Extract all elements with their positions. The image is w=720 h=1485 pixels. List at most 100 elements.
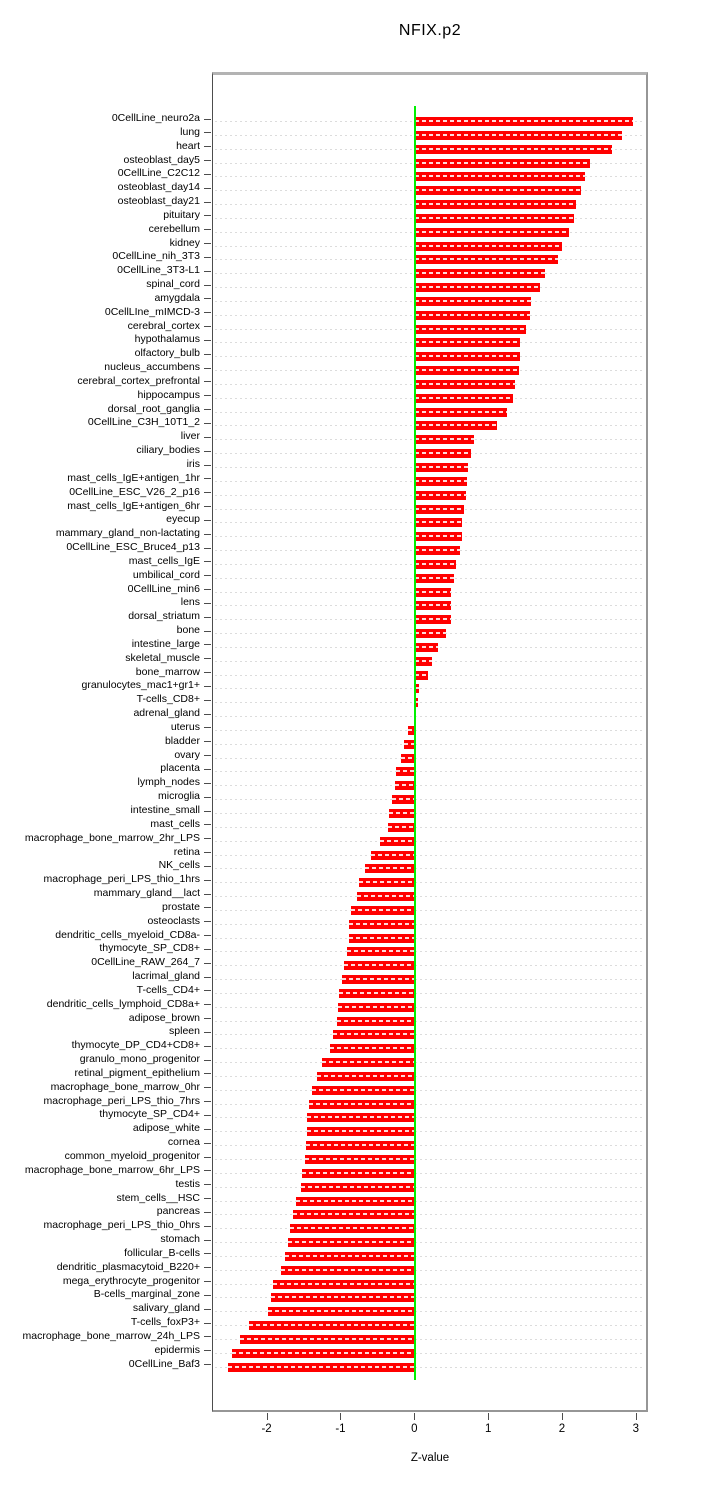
- bar-cerebellum: [415, 227, 569, 237]
- y-tick: [204, 533, 211, 535]
- bar-heart: [415, 144, 612, 154]
- gridline: [215, 992, 644, 994]
- category-label: spleen: [169, 1025, 200, 1038]
- category-label: mammary_gland__lact: [93, 887, 200, 900]
- category-label: macrophage_bone_marrow_6hr_LPS: [24, 1163, 200, 1176]
- bar-bone: [415, 629, 446, 639]
- category-label: 0CellLine_3T3-L1: [117, 264, 200, 277]
- category-label: thymocyte_SP_CD4+: [99, 1108, 200, 1121]
- bar-hatch: [348, 936, 416, 939]
- bar-0CellLine_ESC_Bruce4_p13: [415, 546, 461, 556]
- category-label: amygdala: [154, 291, 200, 304]
- y-tick: [204, 339, 211, 341]
- category-label: microglia: [157, 790, 200, 803]
- category-label: pancreas: [156, 1205, 200, 1218]
- gridline: [215, 1006, 644, 1008]
- category-label: T-cells_CD8+: [136, 693, 200, 706]
- bar-0CellLine_ESC_V26_2_p16: [415, 490, 467, 500]
- bar-hypothalamus: [415, 338, 521, 348]
- category-label: B-cells_marginal_zone: [93, 1288, 200, 1301]
- y-tick: [204, 173, 211, 175]
- bar-osteoclasts: [348, 919, 416, 929]
- y-tick: [204, 824, 211, 826]
- y-tick: [204, 1239, 211, 1241]
- bar-skeletal_muscle: [415, 656, 432, 666]
- gridline: [215, 951, 644, 953]
- category-label: ovary: [174, 748, 200, 761]
- bar-mast_cells_IgE: [415, 559, 456, 569]
- bar-hatch: [339, 991, 416, 994]
- gridline: [215, 1255, 644, 1257]
- x-tick-label: 3: [632, 1423, 640, 1435]
- y-tick: [204, 630, 211, 632]
- y-tick: [204, 616, 211, 618]
- gridline: [215, 1034, 644, 1036]
- category-label: 0CellLine_C2C12: [117, 167, 200, 180]
- bar-hatch: [415, 189, 582, 192]
- bar-hatch: [415, 438, 474, 441]
- plot-inner: [213, 75, 646, 1410]
- bar-retina: [370, 850, 416, 860]
- category-label: umbilical_cord: [132, 568, 200, 581]
- y-tick: [204, 1184, 211, 1186]
- bar-hatch: [330, 1047, 416, 1050]
- bar-0CellLIne_mIMCD-3: [415, 310, 530, 320]
- y-tick: [204, 326, 211, 328]
- category-label: T-cells_CD4+: [136, 983, 200, 996]
- y-tick: [204, 160, 211, 162]
- bar-hatch: [415, 479, 467, 482]
- gridline: [215, 1172, 644, 1174]
- y-tick: [204, 1031, 211, 1033]
- gridline: [215, 1311, 644, 1313]
- category-label: 0CellLine_C3H_10T1_2: [87, 416, 200, 429]
- x-tick: [414, 1413, 416, 1420]
- gridline: [215, 674, 644, 676]
- bar-hatch: [415, 120, 634, 122]
- category-label: salivary_gland: [132, 1302, 200, 1315]
- y-tick: [204, 907, 211, 909]
- gridline: [215, 1020, 644, 1022]
- gridline: [215, 729, 644, 731]
- bar-microglia: [392, 795, 416, 805]
- bar-hatch: [268, 1310, 416, 1313]
- bar-cerebral_cortex: [415, 324, 527, 334]
- x-tick-label: 0: [411, 1423, 418, 1435]
- category-label: hippocampus: [137, 388, 200, 401]
- bar-epidermis: [232, 1348, 416, 1358]
- y-tick: [204, 962, 211, 964]
- bar-pancreas: [293, 1210, 416, 1220]
- bar-hatch: [388, 812, 416, 814]
- bar-ovary: [401, 753, 416, 763]
- gridline: [215, 896, 644, 898]
- y-tick: [204, 644, 211, 646]
- bar-hatch: [407, 728, 416, 731]
- bar-ciliary_bodies: [415, 449, 471, 459]
- y-tick: [204, 395, 211, 397]
- gridline: [215, 1214, 644, 1216]
- y-tick: [204, 436, 211, 438]
- bar-0CellLine_min6: [415, 587, 452, 597]
- category-label: 0CellLine_Baf3: [128, 1357, 200, 1370]
- bar-adipose_white: [306, 1127, 416, 1137]
- y-tick: [204, 1128, 211, 1130]
- category-label: skeletal_muscle: [125, 651, 200, 664]
- bar-hatch: [356, 895, 416, 898]
- bar-bladder: [404, 739, 416, 749]
- bar-hatch: [249, 1324, 416, 1327]
- bar-hatch: [301, 1171, 416, 1174]
- bar-thymocyte_SP_CD4+: [307, 1113, 416, 1123]
- gridline: [215, 1352, 644, 1354]
- gridline: [215, 1117, 644, 1119]
- bar-hatch: [392, 798, 416, 801]
- y-tick: [204, 422, 211, 424]
- category-label: macrophage_peri_LPS_thio_0hrs: [43, 1219, 200, 1232]
- bar-lung: [415, 130, 623, 140]
- bar-stomach: [287, 1238, 416, 1248]
- y-tick: [204, 1198, 211, 1200]
- x-tick-label: 1: [484, 1423, 492, 1435]
- category-label: dendritic_cells_myeloid_CD8a-: [55, 928, 200, 941]
- y-tick: [204, 1114, 211, 1116]
- bar-hippocampus: [415, 393, 513, 403]
- gridline: [215, 1159, 644, 1160]
